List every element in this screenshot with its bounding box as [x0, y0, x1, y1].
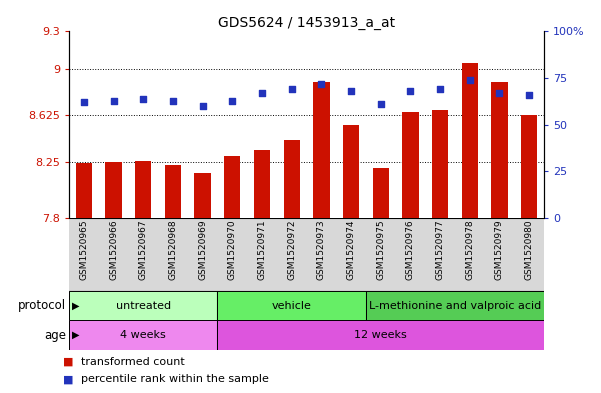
Text: vehicle: vehicle	[272, 301, 311, 310]
Text: ■: ■	[63, 374, 73, 384]
Text: GSM1520979: GSM1520979	[495, 220, 504, 280]
Bar	[224, 156, 240, 218]
Point	[465, 77, 475, 83]
Bar	[105, 162, 122, 218]
Bar	[218, 291, 366, 320]
Text: 12 weeks: 12 weeks	[355, 330, 407, 340]
Text: GSM1520971: GSM1520971	[257, 220, 266, 280]
Bar	[69, 320, 218, 350]
Bar	[521, 115, 537, 218]
Bar	[254, 150, 270, 218]
Bar	[195, 173, 211, 218]
Point	[406, 88, 415, 94]
Bar	[135, 161, 151, 218]
Text: GSM1520965: GSM1520965	[79, 220, 88, 280]
Text: transformed count: transformed count	[81, 356, 185, 367]
Bar	[343, 125, 359, 218]
Text: percentile rank within the sample: percentile rank within the sample	[81, 374, 269, 384]
Point	[495, 90, 504, 96]
Bar	[373, 168, 389, 218]
Text: GSM1520973: GSM1520973	[317, 220, 326, 280]
Text: GSM1520975: GSM1520975	[376, 220, 385, 280]
Text: age: age	[44, 329, 66, 342]
Text: GSM1520966: GSM1520966	[109, 220, 118, 280]
Point	[317, 81, 326, 87]
Bar	[432, 110, 448, 218]
Point	[524, 92, 534, 98]
Text: L-methionine and valproic acid: L-methionine and valproic acid	[369, 301, 541, 310]
Text: GSM1520968: GSM1520968	[168, 220, 177, 280]
Bar	[491, 83, 508, 218]
Bar	[76, 163, 92, 218]
Point	[435, 86, 445, 92]
Bar	[313, 83, 329, 218]
Bar	[69, 291, 218, 320]
Point	[168, 97, 178, 104]
Point	[257, 90, 267, 96]
Text: GSM1520980: GSM1520980	[525, 220, 534, 280]
Text: ▶: ▶	[72, 301, 79, 310]
Text: GSM1520972: GSM1520972	[287, 220, 296, 280]
Text: GSM1520976: GSM1520976	[406, 220, 415, 280]
Text: GSM1520978: GSM1520978	[465, 220, 474, 280]
Text: untreated: untreated	[116, 301, 171, 310]
Point	[376, 101, 385, 107]
Point	[138, 95, 148, 102]
Point	[228, 97, 237, 104]
Bar	[366, 291, 544, 320]
Bar	[462, 62, 478, 218]
Text: GSM1520970: GSM1520970	[228, 220, 237, 280]
Text: GSM1520977: GSM1520977	[436, 220, 445, 280]
Bar	[165, 165, 181, 218]
Point	[109, 97, 118, 104]
Text: GSM1520969: GSM1520969	[198, 220, 207, 280]
Bar	[218, 320, 544, 350]
Text: 4 weeks: 4 weeks	[120, 330, 166, 340]
Text: protocol: protocol	[18, 299, 66, 312]
Point	[346, 88, 356, 94]
Text: GSM1520967: GSM1520967	[139, 220, 148, 280]
Bar	[284, 140, 300, 218]
Point	[287, 86, 296, 92]
Text: ▶: ▶	[72, 330, 79, 340]
Point	[198, 103, 207, 109]
Text: GSM1520974: GSM1520974	[347, 220, 356, 280]
Bar	[402, 112, 418, 218]
Point	[79, 99, 89, 105]
Title: GDS5624 / 1453913_a_at: GDS5624 / 1453913_a_at	[218, 17, 395, 30]
Text: ■: ■	[63, 356, 73, 367]
